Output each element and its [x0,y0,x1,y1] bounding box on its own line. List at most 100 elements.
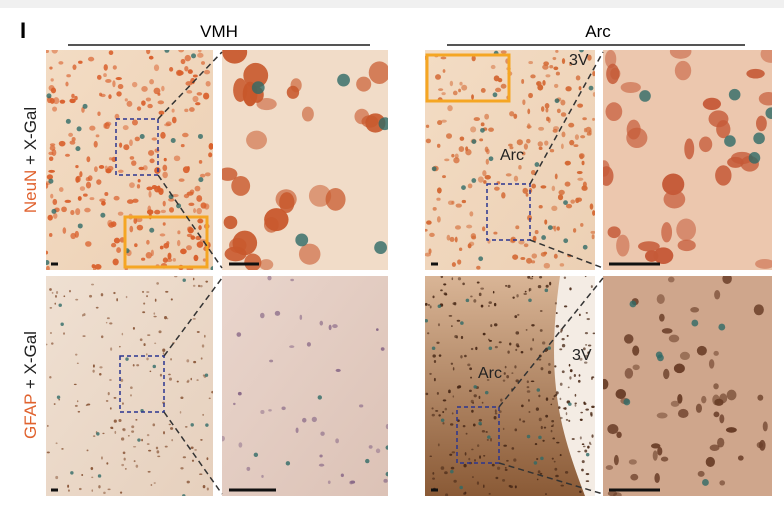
cell [107,488,111,491]
cell [565,203,573,209]
xgal-dot [295,233,309,247]
cell [556,226,560,231]
cell [194,448,197,451]
cell [539,276,543,279]
cell [95,306,99,309]
cell [514,428,518,432]
cell [121,463,125,467]
cell [547,117,551,123]
cell [559,348,563,351]
cell [118,142,123,148]
cell [78,487,82,491]
cell [554,467,558,471]
cell [49,307,53,309]
cell [712,394,720,406]
cell [156,450,160,454]
cell [211,390,213,394]
cell [653,247,674,264]
cell [552,128,558,133]
cell [49,66,53,70]
xgal-dot [170,137,176,143]
cell [460,355,463,359]
cell [131,425,135,429]
cell [526,257,533,264]
xgal-dot [60,322,64,326]
cell [286,85,300,99]
cell [79,171,83,178]
cell [108,157,113,161]
cell [198,50,202,53]
cell [153,312,156,315]
cell [485,431,488,433]
cell [106,462,109,465]
cell [472,423,476,427]
cell [591,434,594,438]
cell [537,84,544,91]
cell [529,287,532,292]
cell [96,179,102,185]
cell [436,197,441,201]
cell [540,425,543,430]
xgal-dot [765,107,772,119]
zoom-connectors [157,51,604,495]
cell [465,432,468,435]
cell [195,102,201,106]
cell [511,447,515,450]
cell [556,441,560,444]
cell [542,439,545,442]
cell [168,373,171,376]
cell [485,158,489,165]
cell [452,367,455,371]
cell [657,446,663,456]
cell [189,107,195,112]
cell [456,319,461,322]
cell [432,207,437,211]
cell [426,332,430,335]
cell-layer [222,50,388,270]
cell [561,343,566,348]
cell [87,56,95,62]
cell [480,304,484,308]
cell [545,414,549,418]
cell [92,369,95,373]
cell [113,419,117,423]
cell [72,64,77,70]
cell [69,98,76,104]
cell [509,146,514,150]
cell [755,258,772,269]
cell [184,425,188,428]
cell [606,63,620,85]
cell [186,233,193,238]
xgal-dot [728,88,741,101]
cell [264,208,289,232]
cell [638,241,660,252]
cell [243,62,269,88]
cell [516,345,520,348]
cell [191,459,195,462]
cell [92,364,95,368]
cell [146,434,150,437]
cell [53,213,58,219]
cell [488,127,494,132]
cell [126,100,133,107]
cell [544,140,549,146]
cell [493,323,498,327]
cell [512,296,515,299]
cell [76,400,79,403]
cell [522,187,529,194]
zoom-box [486,183,531,241]
cell [146,295,148,298]
cell [536,478,539,481]
cell [122,125,129,131]
cell [54,302,56,305]
cell [298,243,321,265]
cell [51,50,58,54]
cell [475,346,478,351]
cell [690,307,700,313]
cell [452,90,458,96]
cell [89,125,96,131]
cell [46,343,48,346]
ventricle [554,276,595,496]
cell [661,222,673,243]
xgal-dot [655,351,663,359]
